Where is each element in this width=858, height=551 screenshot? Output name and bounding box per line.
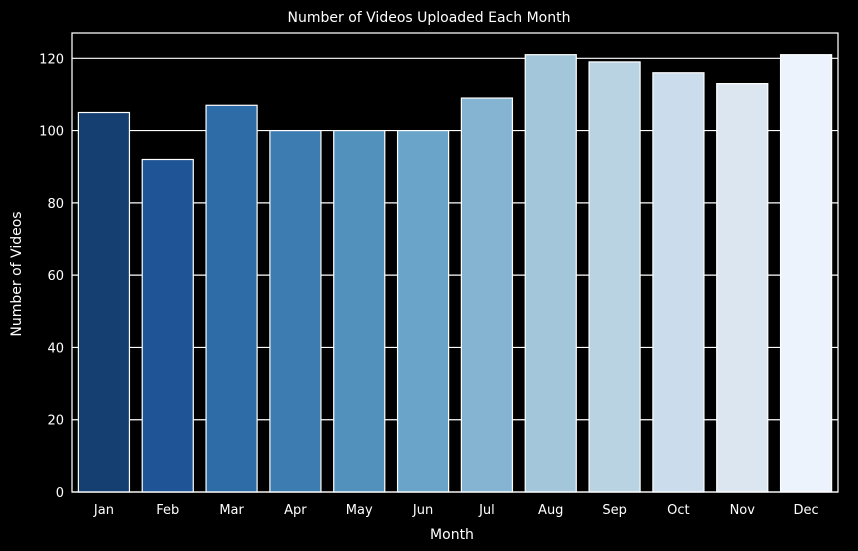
y-tick-label: 0 (56, 486, 64, 501)
bar-may (333, 129, 386, 493)
x-tick-label-aug: Aug (538, 503, 563, 518)
x-tick-label-apr: Apr (284, 503, 307, 518)
bar-feb (141, 158, 194, 493)
x-tick-label-may: May (346, 503, 373, 518)
x-tick-label-nov: Nov (730, 503, 756, 518)
chart-title: Number of Videos Uploaded Each Month (288, 10, 571, 26)
x-tick-label-jun: Jun (412, 503, 433, 518)
bar-jun (396, 129, 450, 493)
y-axis-label: Number of Videos (9, 211, 25, 336)
x-tick-label-mar: Mar (219, 503, 244, 518)
bar-apr (269, 129, 322, 493)
bar-mar (205, 104, 258, 493)
x-tick-label-jan: Jan (93, 503, 114, 518)
x-tick-label-sep: Sep (602, 503, 627, 518)
y-tick-label: 100 (39, 125, 64, 140)
y-tick-label: 80 (47, 197, 64, 212)
x-axis-label: Month (430, 527, 474, 543)
grid-lines (72, 57, 838, 493)
x-tick-label-feb: Feb (156, 503, 179, 518)
bar-aug (524, 54, 577, 493)
bar-dec (779, 54, 833, 493)
bar-jul (460, 97, 514, 493)
y-tick-label: 40 (47, 341, 64, 356)
y-tick-label: 60 (47, 269, 64, 284)
bars (77, 54, 833, 493)
x-tick-label-jul: Jul (478, 503, 495, 518)
bar-oct (652, 72, 705, 493)
y-tick-label: 120 (39, 52, 64, 67)
x-tick-label-oct: Oct (667, 503, 689, 518)
plot-frame (71, 32, 839, 493)
y-tick-labels: 0 20 40 60 80 100 120 (39, 52, 64, 501)
bar-nov (716, 82, 769, 493)
x-tick-label-dec: Dec (794, 503, 819, 518)
bar-jan (77, 111, 131, 493)
y-tick-label: 20 (47, 414, 64, 429)
bar-sep (588, 61, 641, 493)
x-tick-labels: Jan Feb Mar Apr May Jun Jul Aug Sep Oct Nov Dec (93, 503, 819, 518)
